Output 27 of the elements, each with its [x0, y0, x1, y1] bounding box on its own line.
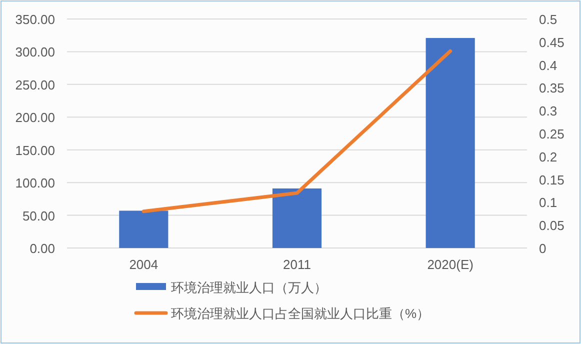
y-tick-label: 100.00	[15, 176, 55, 191]
bar	[272, 188, 322, 248]
y-tick-label: 200.00	[15, 110, 55, 126]
y-tick-label: 50.00	[22, 208, 55, 224]
y2-tick-label: 0.2	[539, 149, 558, 164]
y2-tick-label: 0.1	[539, 195, 558, 210]
bar	[426, 38, 475, 248]
y2-tick-label: 0.25	[539, 126, 564, 142]
x-tick-label: 2011	[283, 257, 311, 272]
y-tick-label: 350.00	[15, 12, 55, 27]
bar	[119, 210, 168, 248]
x-tick-label: 2004	[129, 257, 158, 272]
y2-tick-label: 0.15	[539, 172, 564, 188]
y2-tick-label: 0.05	[539, 218, 564, 234]
y2-tick-label: 0.4	[539, 58, 558, 73]
y2-tick-label: 0.45	[539, 34, 564, 50]
y-tick-label: 250.00	[15, 77, 55, 92]
y2-tick-label: 0	[539, 241, 546, 256]
legend-label: 环境治理就业人口（万人）	[171, 280, 327, 295]
y-tick-label: 0.00	[30, 241, 55, 256]
y2-tick-label: 0.5	[539, 12, 558, 27]
legend-label: 环境治理就业人口占全国就业人口比重（%）	[171, 306, 430, 321]
x-tick-label: 2020(E)	[427, 257, 474, 272]
y2-tick-label: 0.3	[539, 104, 558, 119]
y-tick-label: 150.00	[15, 142, 55, 158]
y2-tick-label: 0.35	[539, 80, 564, 96]
y-tick-label: 300.00	[15, 44, 55, 60]
